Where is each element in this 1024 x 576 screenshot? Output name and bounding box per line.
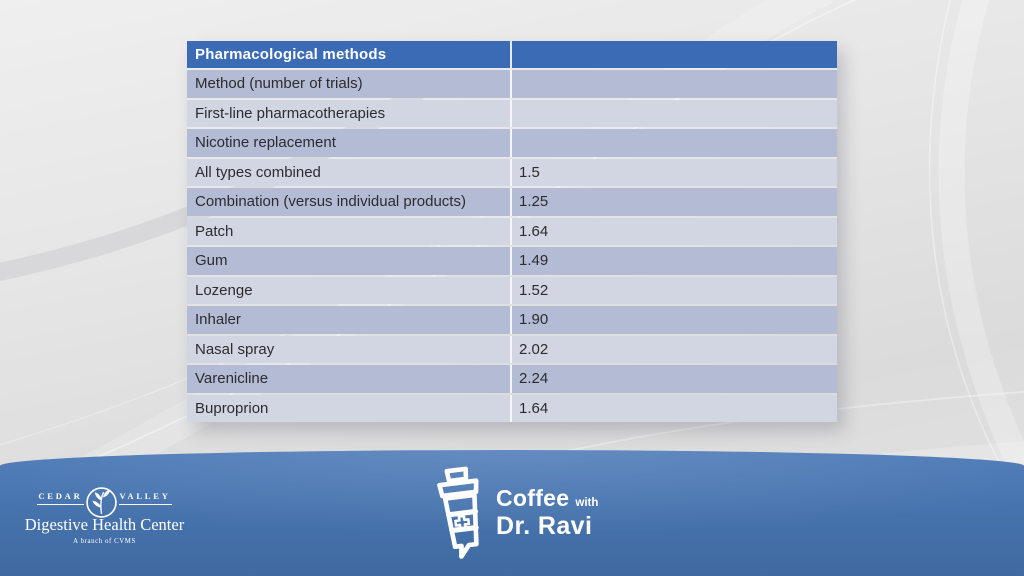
pharmacological-methods-table: Pharmacological methods Method (number o… (187, 41, 837, 422)
table-row: Patch 1.64 (187, 217, 837, 245)
table-row: Nasal spray 2.02 (187, 335, 837, 363)
odds-ratio-cell (512, 70, 837, 98)
coffee-word: Coffee (496, 485, 570, 511)
cedar-word: CEDAR (37, 491, 84, 505)
odds-ratio-cell: 1.90 (512, 306, 837, 334)
odds-ratio-cell: 1.64 (512, 394, 837, 422)
table-header-row: Pharmacological methods (187, 41, 837, 68)
table-row: Buproprion 1.64 (187, 394, 837, 422)
table-row: First-line pharmacotherapies (187, 99, 837, 127)
table-row: Varenicline 2.24 (187, 365, 837, 393)
with-word: with (575, 497, 599, 509)
table-header-title: Pharmacological methods (187, 41, 512, 68)
method-cell: Combination (versus individual products) (187, 188, 512, 216)
table-body: Method (number of trials) First-line phar… (187, 70, 837, 422)
cedar-valley-wordmark: CEDAR VALLEY (22, 486, 187, 518)
odds-ratio-cell (512, 99, 837, 127)
table-row: Method (number of trials) (187, 70, 837, 98)
odds-ratio-cell (512, 129, 837, 157)
method-cell: Nasal spray (187, 335, 512, 363)
table-header-value-cell (512, 41, 837, 68)
method-cell: Patch (187, 217, 512, 245)
cedar-valley-logo: CEDAR VALLEY Digestive Health Center A b… (22, 486, 187, 545)
table-row: All types combined 1.5 (187, 158, 837, 186)
method-cell: Gum (187, 247, 512, 275)
coffee-line1: Coffee with (496, 487, 598, 510)
footer-banner (0, 450, 1024, 576)
odds-ratio-cell: 1.5 (512, 158, 837, 186)
table-row: Nicotine replacement (187, 129, 837, 157)
valley-word: VALLEY (118, 491, 172, 505)
leaf-emblem-icon (85, 487, 117, 518)
odds-ratio-cell: 2.24 (512, 365, 837, 393)
table-row: Lozenge 1.52 (187, 276, 837, 304)
table-row: Gum 1.49 (187, 247, 837, 275)
coffee-logo-text: Coffee with Dr. Ravi (496, 487, 598, 539)
coffee-cup-icon (437, 466, 479, 559)
method-cell: Buproprion (187, 394, 512, 422)
coffee-with-dr-ravi-logo: Coffee with Dr. Ravi (428, 466, 598, 560)
odds-ratio-cell: 2.02 (512, 335, 837, 363)
method-cell: Varenicline (187, 365, 512, 393)
dr-ravi-word: Dr. Ravi (496, 512, 593, 540)
table-row: Combination (versus individual products)… (187, 188, 837, 216)
clinic-name: Digestive Health Center (24, 515, 185, 534)
method-cell: Inhaler (187, 306, 512, 334)
clinic-tagline: A branch of CVMS (73, 538, 136, 545)
table-row: Inhaler 1.90 (187, 306, 837, 334)
odds-ratio-cell: 1.25 (512, 188, 837, 216)
method-cell: Lozenge (187, 276, 512, 304)
odds-ratio-cell: 1.49 (512, 247, 837, 275)
method-cell: Method (number of trials) (187, 70, 512, 98)
method-cell: Nicotine replacement (187, 129, 512, 157)
method-cell: All types combined (187, 158, 512, 186)
odds-ratio-cell: 1.52 (512, 276, 837, 304)
odds-ratio-cell: 1.64 (512, 217, 837, 245)
method-cell: First-line pharmacotherapies (187, 99, 512, 127)
